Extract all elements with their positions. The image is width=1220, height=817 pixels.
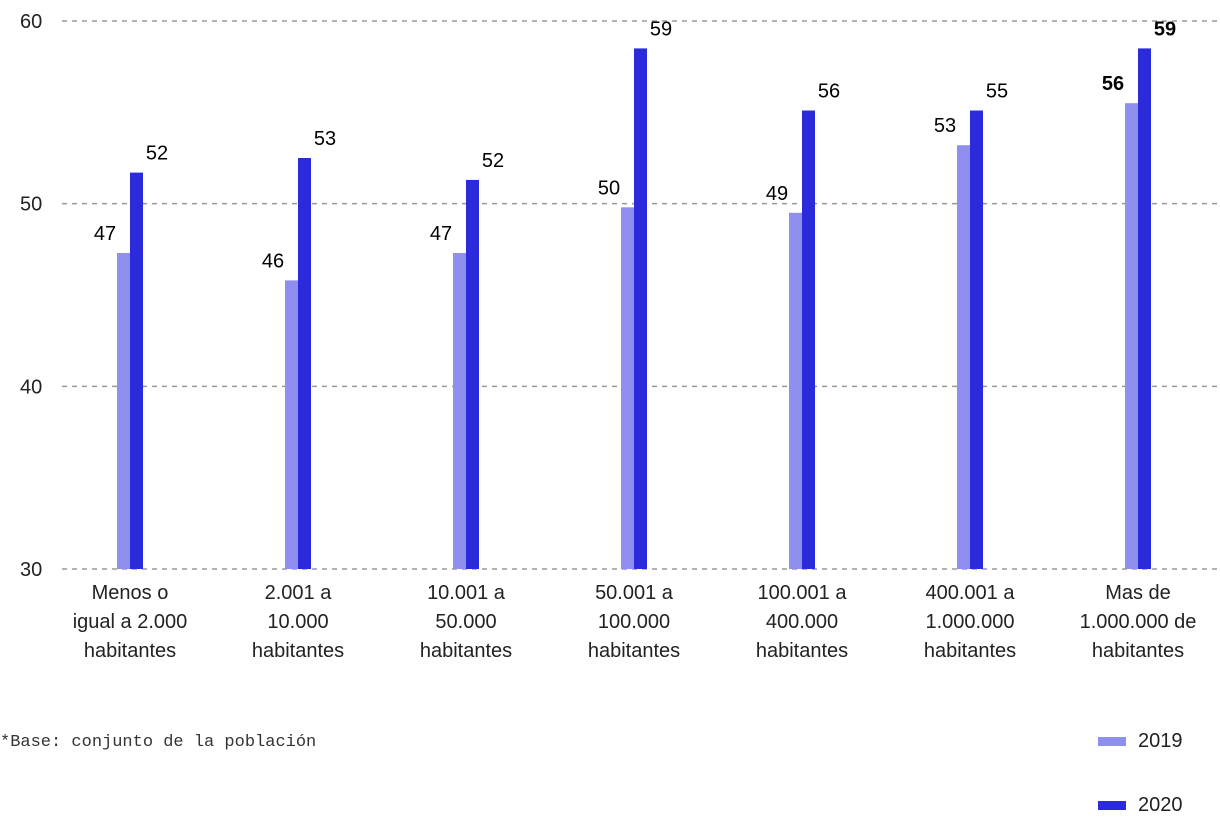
data-label-2020-3: 52 bbox=[482, 150, 504, 172]
data-label-2019-1: 47 bbox=[94, 223, 116, 245]
category-label: 400.000 bbox=[766, 611, 838, 633]
bar-2020-1 bbox=[130, 172, 143, 569]
data-label-2020-2: 53 bbox=[314, 128, 336, 150]
y-tick-label: 30 bbox=[20, 559, 42, 581]
data-label-2020-4: 59 bbox=[650, 18, 672, 40]
category-label: 100.000 bbox=[598, 611, 670, 633]
category-label: 100.001 a bbox=[758, 582, 848, 604]
data-label-2019-6: 53 bbox=[934, 115, 956, 137]
bar-2019-5 bbox=[789, 212, 802, 570]
category-label: habitantes bbox=[1092, 640, 1184, 662]
y-tick-label: 60 bbox=[20, 11, 42, 33]
bar-2020-3 bbox=[466, 179, 479, 570]
category-label: 10.000 bbox=[267, 611, 328, 633]
bars bbox=[117, 48, 1151, 570]
y-axis-ticks: 30 40 50 60 bbox=[20, 11, 42, 581]
bar-2019-7 bbox=[1125, 103, 1138, 569]
y-tick-label: 50 bbox=[20, 194, 42, 216]
legend-label-2019: 2019 bbox=[1138, 729, 1183, 752]
data-label-2019-7: 56 bbox=[1102, 73, 1124, 95]
category-label: igual a 2.000 bbox=[73, 611, 188, 633]
bar-2019-3 bbox=[453, 252, 466, 569]
data-label-2019-3: 47 bbox=[430, 223, 452, 245]
legend-swatch-2019 bbox=[1098, 736, 1126, 746]
legend-item-2020: 2020 bbox=[1098, 793, 1183, 817]
category-label: Menos o bbox=[92, 582, 169, 604]
category-label: habitantes bbox=[84, 640, 176, 662]
data-label-2019-2: 46 bbox=[262, 250, 284, 272]
category-label: habitantes bbox=[420, 640, 512, 662]
legend-item-2019: 2019 bbox=[1098, 729, 1183, 753]
category-label: Mas de bbox=[1105, 582, 1171, 604]
category-label: habitantes bbox=[924, 640, 1016, 662]
bar-2019-2 bbox=[285, 280, 298, 569]
bar-2020-5 bbox=[802, 110, 815, 570]
footnote: *Base: conjunto de la población bbox=[0, 733, 317, 752]
category-label: 1.000.000 bbox=[926, 611, 1015, 633]
category-label: habitantes bbox=[756, 640, 848, 662]
data-label-2020-5: 56 bbox=[818, 81, 840, 103]
gridlines bbox=[62, 20, 1220, 570]
bar-2020-6 bbox=[970, 110, 983, 570]
category-label: habitantes bbox=[252, 640, 344, 662]
data-label-2020-6: 55 bbox=[986, 81, 1008, 103]
category-label: habitantes bbox=[588, 640, 680, 662]
category-label: 50.001 a bbox=[595, 582, 674, 604]
bar-2020-4 bbox=[634, 48, 647, 569]
category-label: 10.001 a bbox=[427, 582, 506, 604]
data-labels: 47 52 46 53 47 52 50 59 49 56 53 55 56 59 bbox=[94, 18, 1176, 272]
bar-2020-2 bbox=[298, 158, 311, 569]
bar-2019-6 bbox=[957, 145, 970, 570]
category-label: 400.001 a bbox=[926, 582, 1016, 604]
bar-2019-1 bbox=[117, 252, 130, 569]
category-label: 1.000.000 de bbox=[1080, 611, 1197, 633]
data-label-2019-4: 50 bbox=[598, 177, 620, 199]
bar-2019-4 bbox=[621, 207, 634, 569]
y-tick-label: 40 bbox=[20, 376, 42, 398]
data-label-2019-5: 49 bbox=[766, 183, 788, 205]
bar-2020-7 bbox=[1138, 48, 1151, 569]
legend-swatch-2020 bbox=[1098, 800, 1126, 810]
x-axis-categories: Menos o igual a 2.000 habitantes 2.001 a 10.… bbox=[73, 582, 1197, 662]
data-label-2020-1: 52 bbox=[146, 143, 168, 165]
category-label: 2.001 a bbox=[265, 582, 333, 604]
data-label-2020-7: 59 bbox=[1154, 18, 1176, 40]
legend-label-2020: 2020 bbox=[1138, 793, 1183, 816]
category-label: 50.000 bbox=[435, 611, 496, 633]
